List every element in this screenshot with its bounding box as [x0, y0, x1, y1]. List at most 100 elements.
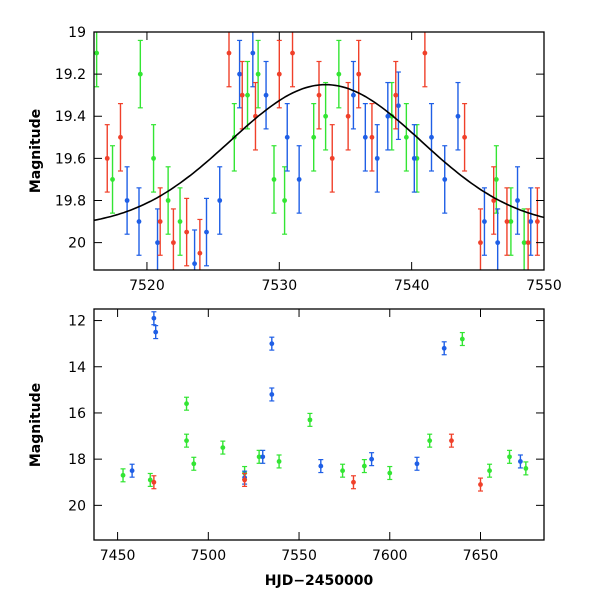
bottom-xtick-label: 7450 — [100, 548, 136, 564]
top-point-blue — [284, 134, 290, 140]
top-panel-frame — [93, 31, 545, 271]
top-point-green — [282, 198, 287, 203]
top-point-red — [276, 71, 282, 77]
bottom-point-green — [147, 477, 153, 483]
top-point-blue — [296, 177, 302, 182]
bottom-point-green — [276, 459, 282, 464]
top-point-blue — [192, 261, 197, 267]
top-point-red — [478, 240, 483, 246]
bottom-point-green — [427, 438, 433, 444]
bottom-ylabel: Magnitude — [28, 383, 44, 467]
top-point-red — [197, 250, 203, 256]
top-point-green — [403, 134, 409, 140]
top-point-red — [525, 240, 531, 246]
bottom-point-blue — [269, 392, 275, 397]
top-ytick-label: 19 — [68, 25, 86, 41]
top-xtick-label: 7550 — [526, 278, 562, 294]
top-point-red — [184, 229, 190, 235]
top-point-blue — [429, 134, 434, 140]
bottom-point-red — [449, 438, 454, 444]
top-point-red — [226, 50, 232, 56]
top-point-red — [329, 155, 335, 161]
top-ytick-label: 19.4 — [55, 109, 86, 125]
bottom-point-green — [340, 468, 345, 474]
top-point-red — [316, 92, 322, 98]
top-point-blue — [351, 92, 356, 98]
bottom-xtick-label: 7500 — [190, 548, 226, 564]
top-ytick-label: 19.2 — [55, 67, 86, 83]
bottom-point-red — [242, 477, 248, 483]
bottom-point-blue — [269, 341, 275, 347]
top-point-green — [493, 177, 499, 182]
bottom-xlabel: HJD−2450000 — [265, 573, 374, 589]
bottom-ytick-label: 12 — [68, 314, 86, 330]
top-point-red — [491, 198, 497, 203]
bottom-xtick-label: 7600 — [372, 548, 408, 564]
top-point-red — [290, 50, 295, 56]
bottom-xtick-label: 7550 — [281, 548, 317, 564]
top-point-blue — [250, 50, 256, 56]
top-point-blue — [515, 198, 520, 203]
top-point-red — [104, 155, 110, 161]
top-point-green — [508, 219, 514, 224]
top-point-green — [521, 240, 527, 246]
bottom-xtick-label: 7650 — [463, 548, 499, 564]
top-point-blue — [442, 177, 448, 182]
top-point-red — [422, 50, 428, 56]
bottom-ytick-label: 20 — [68, 498, 86, 514]
top-xtick-label: 7530 — [261, 278, 297, 294]
bottom-point-blue — [153, 329, 159, 335]
bottom-point-green — [507, 454, 512, 460]
top-point-blue — [124, 198, 130, 203]
bottom-point-blue — [414, 461, 420, 467]
top-point-red — [239, 92, 245, 98]
top-point-blue — [482, 219, 487, 224]
top-point-red — [356, 71, 362, 77]
top-point-red — [369, 134, 375, 140]
bottom-point-red — [151, 479, 157, 485]
bottom-point-blue — [318, 463, 324, 469]
top-point-green — [151, 155, 156, 161]
top-point-blue — [237, 71, 242, 77]
top-point-blue — [374, 155, 380, 161]
top-point-green — [177, 219, 183, 224]
top-model-curve — [94, 83, 544, 222]
bottom-ytick-label: 16 — [68, 406, 86, 422]
top-point-blue — [411, 155, 417, 161]
top-point-blue — [155, 240, 160, 246]
bottom-point-green — [120, 472, 126, 478]
bottom-point-green — [361, 463, 367, 469]
top-point-blue — [495, 240, 501, 246]
bottom-point-green — [191, 461, 197, 467]
top-point-red — [462, 134, 467, 140]
top-point-green — [323, 113, 329, 119]
bottom-point-blue — [129, 468, 135, 474]
top-ylabel: Magnitude — [28, 109, 44, 193]
top-point-green — [245, 92, 250, 98]
top-xtick-label: 7520 — [129, 278, 165, 294]
bottom-plot-area — [120, 311, 529, 492]
bottom-point-green — [523, 465, 529, 471]
top-ytick-label: 20 — [68, 236, 86, 252]
top-point-green — [110, 177, 115, 182]
bottom-point-red — [351, 479, 356, 485]
top-point-red — [171, 240, 176, 246]
top-ytick-label: 19.6 — [55, 151, 86, 167]
top-point-green — [311, 134, 317, 140]
bottom-ytick-label: 14 — [68, 360, 86, 376]
bottom-ytick-label: 18 — [68, 452, 86, 468]
top-point-red — [118, 134, 123, 140]
top-point-red — [393, 92, 399, 98]
bottom-point-green — [220, 445, 226, 450]
top-plot-area — [94, 32, 540, 270]
bottom-point-blue — [518, 459, 523, 464]
top-point-red — [534, 219, 540, 224]
bottom-point-green — [487, 468, 492, 474]
top-point-green — [336, 71, 342, 77]
top-point-blue — [362, 134, 368, 140]
bottom-panel-frame — [93, 308, 545, 541]
bottom-point-green — [184, 438, 189, 444]
top-point-green — [165, 198, 171, 203]
bottom-point-green — [459, 336, 465, 342]
